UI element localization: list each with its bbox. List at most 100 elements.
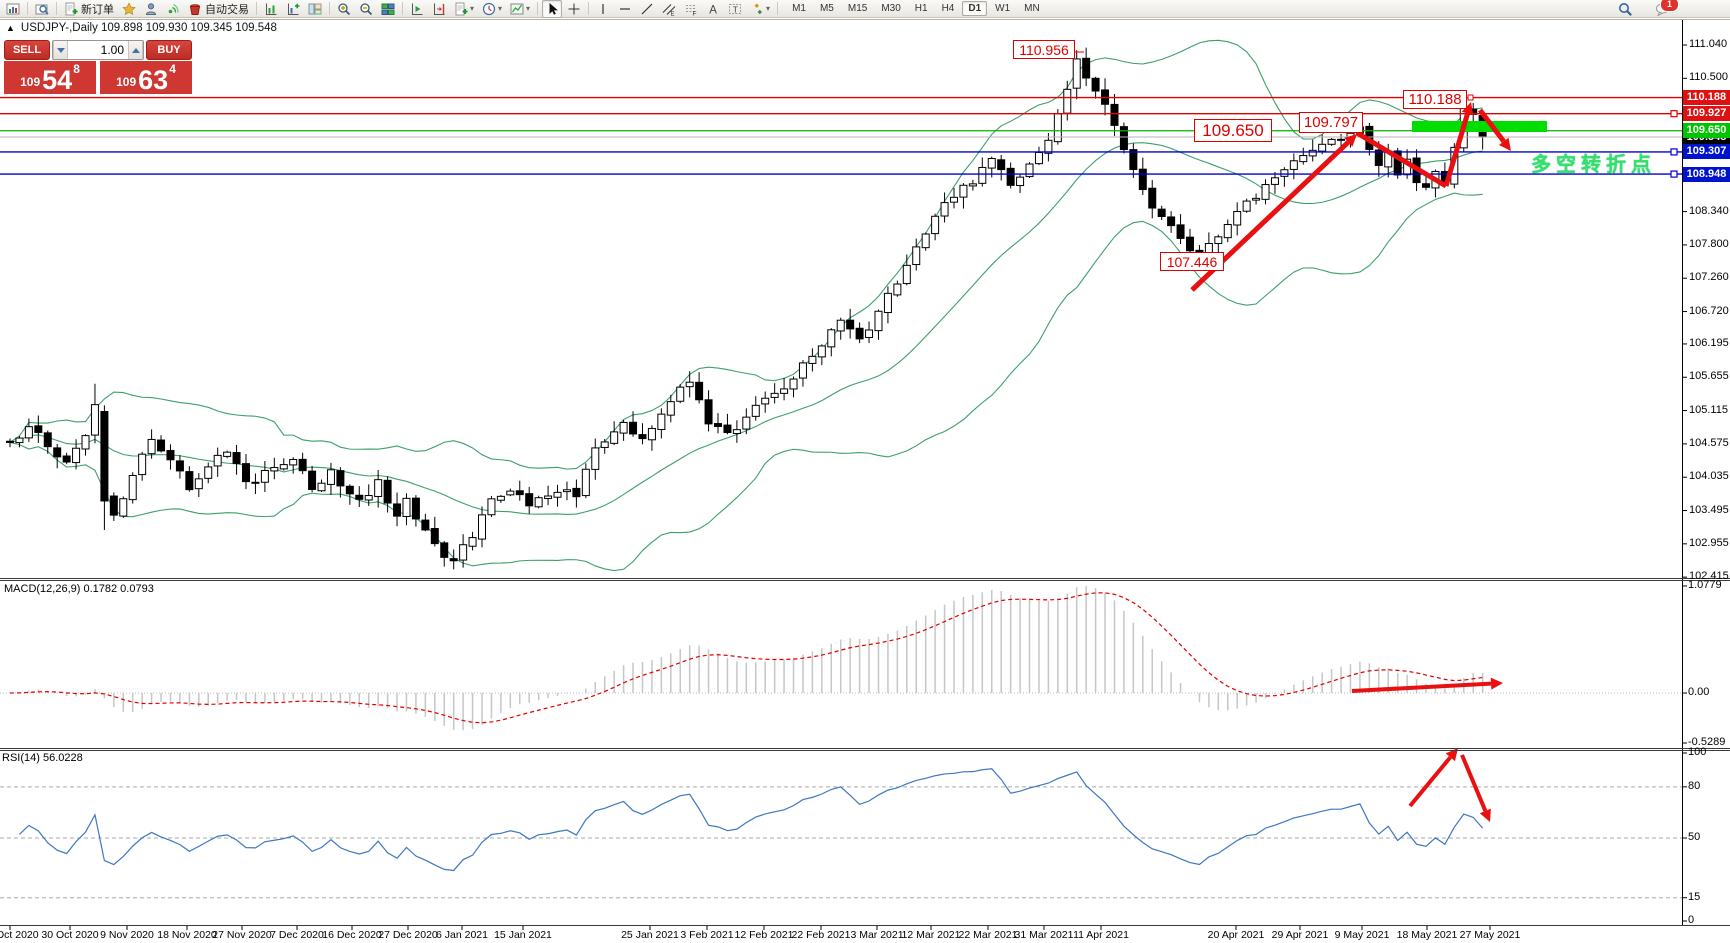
price-axis-label: 107.260: [1689, 271, 1729, 284]
new-chart-icon-glyph: [6, 2, 20, 16]
timeframe-m30-button[interactable]: M30: [875, 1, 906, 16]
price-axis-label: 104.575: [1689, 436, 1729, 449]
cursor-icon[interactable]: [542, 0, 563, 18]
support-zone-band[interactable]: [1412, 121, 1547, 132]
arrows-icon[interactable]: ▾: [747, 0, 773, 18]
rsi-scale-label: 50: [1688, 831, 1701, 843]
price-axis-label: 102.955: [1689, 536, 1729, 549]
indicators-icon-glyph: [264, 2, 278, 16]
date-axis-label: 30 Oct 2020: [41, 929, 99, 941]
volume-increase-button[interactable]: [128, 41, 143, 59]
chat-button[interactable]: 1: [1651, 0, 1679, 18]
price-tag: 109.927: [1683, 106, 1730, 122]
price-axis-label: 102.415: [1689, 570, 1729, 583]
label-icon[interactable]: T: [725, 0, 745, 18]
timeframe-h1-button[interactable]: H1: [909, 1, 934, 16]
indicator-windows-icon[interactable]: [283, 0, 303, 18]
date-axis-label: 11 Apr 2021: [1073, 929, 1129, 941]
buy-button[interactable]: BUY: [146, 40, 192, 60]
price-axis-label: 110.500: [1689, 71, 1728, 84]
horizontal-level-lines[interactable]: [0, 96, 1682, 178]
auto-scroll-icon[interactable]: [407, 0, 427, 18]
date-axis-label: 22 Mar 2021: [958, 929, 1018, 941]
chart-shift-icon[interactable]: [429, 0, 449, 18]
text-icon[interactable]: A: [703, 0, 723, 18]
signals-icon[interactable]: [163, 0, 183, 18]
timeframe-w1-button[interactable]: W1: [989, 1, 1016, 16]
tile-windows-icon[interactable]: [378, 0, 398, 18]
sell-button[interactable]: SELL: [4, 40, 50, 60]
new-order-glyph: [64, 2, 78, 16]
buy-price-display[interactable]: 109 63 4: [100, 61, 192, 94]
autotrading-button[interactable]: 自动交易: [185, 0, 252, 18]
triangle-down-icon: [56, 47, 65, 53]
timeframe-m15-button[interactable]: M15: [842, 1, 873, 16]
panel-collapse-icon[interactable]: ▲: [6, 23, 15, 33]
date-axis-label: 29 Apr 2021: [1271, 929, 1329, 941]
timeframe-m1-button[interactable]: M1: [786, 1, 812, 16]
crosshair-icon[interactable]: [564, 0, 584, 18]
dropdown-arrow-icon: ▾: [766, 4, 771, 13]
price-callout-label[interactable]: 107.446: [1160, 252, 1224, 271]
templates-icon[interactable]: ▾: [451, 0, 477, 18]
timeframe-d1-button[interactable]: D1: [962, 1, 988, 16]
vertical-line-icon-glyph: [596, 2, 610, 16]
metaeditor-icon[interactable]: [119, 0, 139, 18]
price-callout-label[interactable]: 109.650: [1194, 119, 1272, 142]
trendline-icon-glyph: [640, 2, 654, 16]
fibonacci-icon[interactable]: F: [681, 0, 701, 18]
line-handle[interactable]: [1670, 148, 1678, 156]
trend-arrows[interactable]: [1075, 51, 1511, 292]
new-order-button[interactable]: 新订单: [61, 0, 117, 18]
channel-icon[interactable]: E: [659, 0, 679, 18]
toolbar-separator: [27, 2, 28, 15]
rsi-indicator-label: RSI(14) 56.0228: [2, 752, 83, 764]
volume-decrease-button[interactable]: [53, 41, 68, 59]
experts-icon[interactable]: [141, 0, 161, 18]
timeframe-h4-button[interactable]: H4: [936, 1, 961, 16]
price-axis-label: 105.115: [1689, 403, 1728, 416]
new-chart-icon[interactable]: [3, 0, 23, 18]
trendline-icon[interactable]: [637, 0, 657, 18]
chart-type-icon[interactable]: ▾: [507, 0, 533, 18]
date-axis-label: 22 Feb 2021: [791, 929, 851, 941]
indicators-icon[interactable]: [261, 0, 281, 18]
macd-indicator-label: MACD(12,26,9) 0.1782 0.0793: [4, 583, 154, 595]
vertical-line-icon[interactable]: [593, 0, 613, 18]
macd-annotation-arrow[interactable]: [1351, 677, 1503, 693]
horizontal-line-icon[interactable]: [615, 0, 635, 18]
pane-divider[interactable]: [0, 578, 1730, 751]
arrows-icon-glyph: [750, 2, 764, 16]
macd-signal-line: [9, 592, 1483, 724]
toolbar-separator: [402, 2, 403, 15]
new-order-button-label: 新订单: [81, 3, 114, 16]
price-callout-label[interactable]: 110.188: [1403, 90, 1467, 109]
sell-price-display[interactable]: 109 54 8: [4, 61, 96, 94]
zoom-out-icon-glyph: [359, 2, 373, 16]
profiles-icon[interactable]: [305, 0, 325, 18]
periods-icon[interactable]: ▾: [479, 0, 505, 18]
date-axis-label: 21 Oct 2020: [0, 929, 39, 941]
window-search-icon-glyph: [35, 2, 49, 16]
date-axis-label: 20 Apr 2021: [1207, 929, 1265, 941]
turning-point-note[interactable]: 多空转折点: [1531, 154, 1656, 176]
line-handle[interactable]: [1670, 110, 1678, 118]
price-callout-label[interactable]: 110.956: [1013, 40, 1075, 59]
rsi-annotation-arrows[interactable]: [1408, 748, 1491, 822]
volume-stepper: [52, 40, 144, 60]
timeframe-mn-button[interactable]: MN: [1018, 1, 1046, 16]
notification-badge: 1: [1660, 0, 1679, 12]
timeframe-m5-button[interactable]: M5: [814, 1, 840, 16]
autotrading-button-label: 自动交易: [205, 3, 249, 16]
sell-price-big: 54: [42, 65, 73, 95]
search-button[interactable]: [1614, 0, 1636, 18]
price-callout-label[interactable]: 109.797: [1299, 112, 1363, 133]
dropdown-arrow-icon: ▾: [498, 4, 503, 13]
cursor-icon-glyph: [545, 2, 559, 16]
signals-icon-glyph: [166, 2, 180, 16]
zoom-out-icon[interactable]: [356, 0, 376, 18]
line-handle[interactable]: [1670, 170, 1678, 178]
zoom-in-icon[interactable]: [334, 0, 354, 18]
window-search-icon[interactable]: [32, 0, 52, 18]
volume-input[interactable]: [68, 41, 128, 59]
